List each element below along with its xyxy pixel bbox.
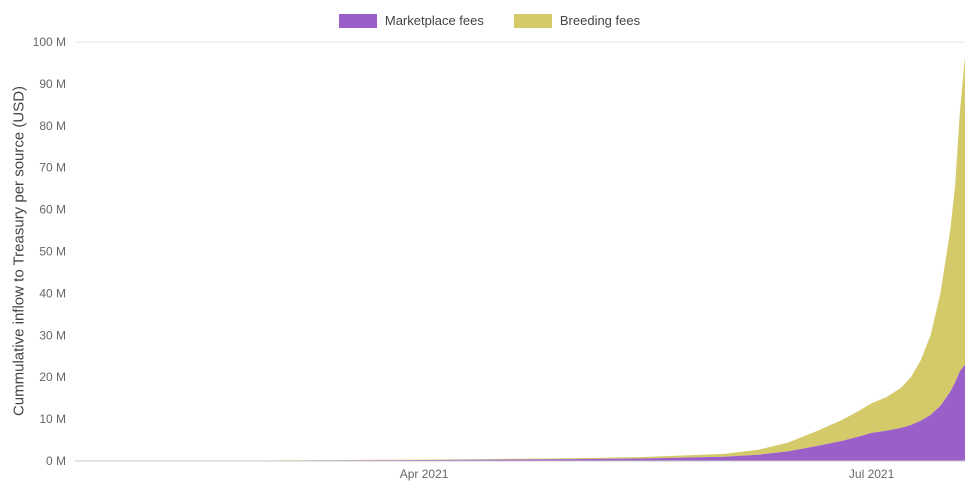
y-tick-label: 40 M bbox=[39, 286, 66, 300]
y-tick-label: 60 M bbox=[39, 203, 66, 217]
legend-item-breeding-fees[interactable]: Breeding fees bbox=[513, 13, 641, 28]
y-tick-label: 50 M bbox=[39, 245, 66, 259]
y-tick-label: 10 M bbox=[39, 412, 66, 426]
y-tick-label: 90 M bbox=[39, 77, 66, 91]
y-tick-label: 80 M bbox=[39, 119, 66, 133]
chart-legend: Marketplace fees Breeding fees bbox=[0, 13, 979, 28]
x-tick-label: Jul 2021 bbox=[849, 467, 895, 481]
y-tick-label: 100 M bbox=[33, 35, 66, 49]
y-axis-title: Cummulative inflow to Treasury per sourc… bbox=[10, 85, 28, 417]
legend-label-breeding-fees: Breeding fees bbox=[559, 13, 641, 28]
x-tick-label: Apr 2021 bbox=[400, 467, 449, 481]
legend-swatch-marketplace-fees bbox=[338, 13, 377, 28]
legend-item-marketplace-fees[interactable]: Marketplace fees bbox=[338, 13, 484, 28]
y-tick-label: 0 M bbox=[46, 454, 66, 468]
y-tick-label: 70 M bbox=[39, 161, 66, 175]
area-marketplace-fees[interactable] bbox=[75, 364, 965, 461]
legend-swatch-breeding-fees bbox=[513, 13, 552, 28]
area-breeding-fees[interactable] bbox=[75, 56, 965, 461]
y-tick-label: 30 M bbox=[39, 328, 66, 342]
y-tick-label: 20 M bbox=[39, 370, 66, 384]
legend-label-marketplace-fees: Marketplace fees bbox=[384, 13, 484, 28]
